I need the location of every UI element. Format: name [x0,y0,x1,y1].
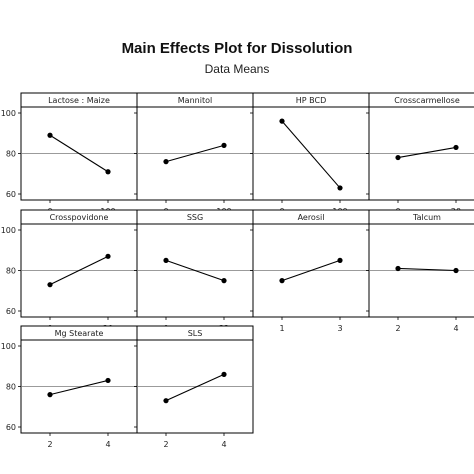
panel-1-ytick-label-100: 100 [1,109,16,118]
panel-9-xtick-label-1: 4 [105,440,110,449]
panel-2-effect-line [165,144,225,163]
panel-10-xtick-label-1: 4 [221,440,226,449]
panel-4-label: Crosscarmellose [394,96,460,105]
panel-2-point-1 [221,142,227,148]
panel-9-ytick-label-80: 80 [6,383,16,392]
panel-8-label: Talcum [412,213,441,222]
panel-9-point-1 [105,377,111,384]
panel-3-label: HP BCD [296,96,326,105]
panel-10-label: SLS [188,329,203,338]
panel-8-effect-line [397,267,457,272]
panel-1-point-0 [47,132,53,138]
panel-6-point-1 [221,278,227,284]
panel-5-ytick-label-80: 80 [6,267,16,276]
panel-4-effect-line [397,146,457,159]
panel-8-point-0 [395,265,401,272]
panel-10-xtick-label-0: 2 [163,440,168,449]
panel-8-point-1 [453,267,459,274]
panel-3-effect-line [281,120,341,189]
panel-10-point-1 [221,371,227,377]
panel-5-ytick-label-60: 60 [6,307,16,316]
panel-9-effect-line [49,379,109,396]
panel-7-xtick-label-0: 1 [279,324,284,333]
panel-6-effect-line [165,259,225,282]
panel-5-point-0 [47,282,53,288]
panel-9-ytick-label-60: 60 [6,423,16,432]
panel-1-ytick-label-80: 80 [6,150,16,159]
panel-6-point-0 [163,257,169,263]
panel-2-point-0 [163,159,169,165]
panel-1-point-1 [105,169,111,175]
panel-7-xtick-label-1: 3 [337,324,342,333]
chart-title: Main Effects Plot for Dissolution [121,40,353,57]
panel-1-effect-line [49,134,109,173]
panel-3-point-0 [279,118,285,124]
panel-4-point-0 [395,154,401,161]
panel-1-ytick-label-60: 60 [6,190,16,199]
panel-5-point-1 [105,253,111,259]
panel-6-label: SSG [187,213,203,222]
panel-7-point-0 [279,278,285,284]
panel-9-xtick-label-0: 2 [47,440,52,449]
panel-7-point-1 [337,257,343,263]
panel-5-effect-line [49,255,109,286]
panel-10-point-0 [163,398,169,404]
panel-4-point-1 [453,144,459,151]
panel-8-xtick-label-1: 4 [453,324,458,333]
panel-9-label: Mg Stearate [55,329,104,338]
panel-9-ytick-label-100: 100 [1,342,16,351]
panel-7-label: Aerosil [298,213,325,222]
chart-subtitle: Data Means [204,62,270,76]
panel-10-effect-line [165,373,225,402]
panel-9-point-0 [47,392,53,398]
panel-1-label: Lactose : Maize [48,96,110,105]
panel-7-effect-line [281,259,341,282]
panel-5-label: Crosspovidone [50,213,109,222]
panel-5-ytick-label-100: 100 [1,226,16,235]
panel-8-xtick-label-0: 2 [395,324,400,333]
panel-3-point-1 [337,185,343,191]
panel-2-label: Mannitol [178,96,212,105]
